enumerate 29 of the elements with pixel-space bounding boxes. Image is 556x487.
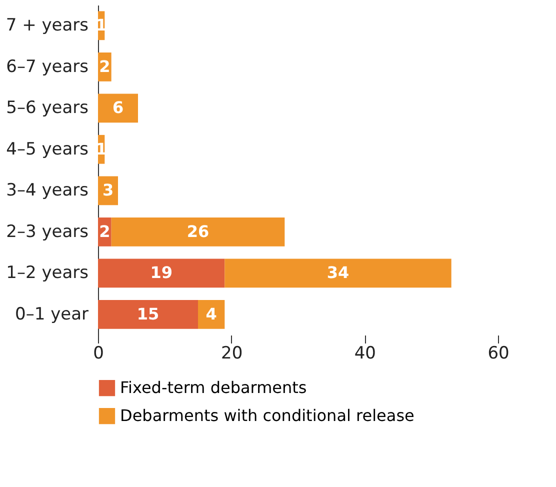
data-label: 26 (186, 222, 210, 241)
y-tick-label: 0–1 year (15, 304, 89, 324)
y-tick-label: 5–6 years (6, 98, 89, 118)
data-label: 19 (150, 263, 172, 282)
y-tick-label: 3–4 years (6, 180, 89, 201)
y-tick-label: 4–5 years (6, 139, 89, 160)
data-label: 15 (136, 304, 160, 324)
bar (98, 300, 198, 329)
y-tick-label: 7 + years (6, 16, 89, 36)
y-tick-label: 1–2 years (6, 263, 89, 284)
data-label: 2 (99, 56, 110, 76)
y-tick-label: 6–7 years (6, 56, 89, 77)
bar (111, 217, 285, 246)
y-tick-label: 2–3 years (6, 222, 89, 242)
data-label: 2 (99, 222, 110, 241)
legend-label: Fixed-term debarments (120, 378, 307, 397)
bar (198, 300, 225, 329)
data-label: 34 (326, 263, 350, 282)
x-tick-label: 60 (488, 344, 510, 364)
bar (224, 258, 452, 288)
x-tick-label: 20 (221, 344, 243, 364)
data-label: 4 (206, 304, 217, 324)
x-tick-label: 0 (93, 344, 104, 364)
bar (98, 94, 138, 123)
data-label: 3 (102, 180, 114, 200)
data-label: 6 (112, 98, 124, 118)
x-tick-label: 40 (354, 344, 376, 364)
legend-label: Debarments with conditional release (120, 406, 414, 425)
bar (98, 258, 225, 288)
